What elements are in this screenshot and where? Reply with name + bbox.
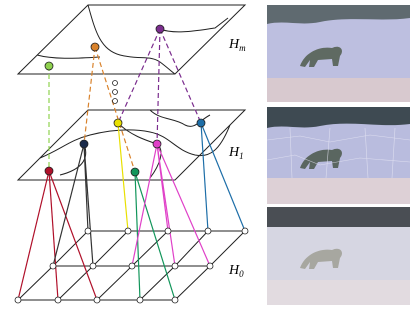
label-sub: 1 [239, 151, 244, 161]
plane-label: H0 [228, 263, 244, 279]
region-boundary [37, 55, 100, 58]
label-sub: m [239, 43, 246, 53]
image-medium [267, 107, 410, 204]
figure: Hm H1 H0 [0, 0, 411, 309]
links-solid [18, 123, 245, 300]
image-fine [267, 207, 410, 305]
region-boundary [118, 123, 161, 178]
region-boundary [60, 144, 86, 175]
region-boundary [160, 18, 228, 32]
region-boundary [88, 5, 175, 74]
plane-label: H1 [228, 145, 244, 161]
grid-nodes [15, 228, 248, 303]
image-coarse [267, 5, 410, 102]
label-sub: 0 [239, 269, 244, 279]
plane-label: Hm [228, 37, 246, 53]
nodes [45, 25, 205, 176]
links-dashed [49, 29, 201, 172]
page: Hm H1 H0 (() => { const data = JSON.pars… [0, 0, 411, 309]
